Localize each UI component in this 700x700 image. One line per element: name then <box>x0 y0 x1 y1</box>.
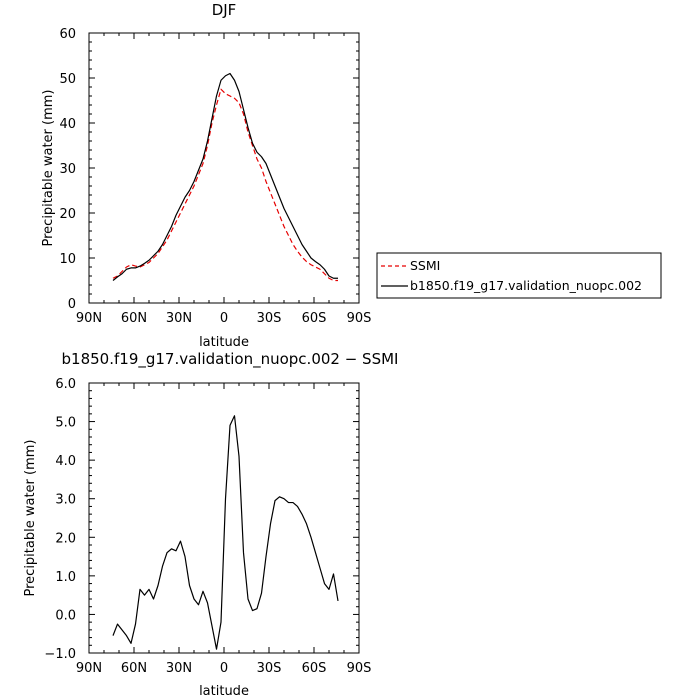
bottom-ytick-label: 1.0 <box>55 570 76 585</box>
bottom-ytick-label: 3.0 <box>55 493 76 508</box>
top-series-line-1 <box>112 72 338 281</box>
bottom-xtick-label: 90S <box>347 661 372 676</box>
top-xtick-label: 30N <box>166 311 192 326</box>
top-ytick-label: 50 <box>59 72 76 87</box>
bottom-chart-frame <box>88 382 360 654</box>
bottom-chart-series <box>112 415 339 650</box>
top-ytick-label: 10 <box>59 252 76 267</box>
bottom-xtick-label: 30S <box>257 661 282 676</box>
legend-label-model: b1850.f19_g17.validation_nuopc.002 <box>410 278 642 293</box>
bottom-ytick-label: 2.0 <box>55 531 76 546</box>
bottom-xtick-label: 30N <box>166 661 192 676</box>
bottom-chart-title: b1850.f19_g17.validation_nuopc.002 − SSM… <box>62 350 399 369</box>
top-chart-ylabel: Precipitable water (mm) <box>41 90 56 247</box>
top-xtick-label: 60S <box>302 311 327 326</box>
bottom-xtick-label: 60S <box>302 661 327 676</box>
top-chart-xlabel: latitude <box>199 335 249 350</box>
bottom-series-line-0 <box>112 415 339 650</box>
top-chart-frame <box>88 32 360 304</box>
top-xtick-label: 90N <box>76 311 102 326</box>
bottom-ytick-label: −1.0 <box>44 647 76 662</box>
bottom-ytick-label: 5.0 <box>55 416 76 431</box>
top-ytick-label: 20 <box>59 207 76 222</box>
bottom-ytick-label: 4.0 <box>55 454 76 469</box>
bottom-ytick-label: 0.0 <box>55 608 76 623</box>
legend-label-ssmi: SSMI <box>410 258 440 273</box>
top-chart-title: DJF <box>212 1 237 19</box>
top-xtick-label: 0 <box>220 311 228 326</box>
top-ytick-label: 0 <box>68 297 76 312</box>
top-ytick-label: 40 <box>59 117 76 132</box>
top-series-line-0 <box>112 88 338 282</box>
bottom-ytick-label: 6.0 <box>55 377 76 392</box>
bottom-chart-xlabel: latitude <box>199 684 249 699</box>
top-xtick-label: 90S <box>347 311 372 326</box>
bottom-xtick-label: 0 <box>220 661 228 676</box>
top-chart-ticks: 90N 60N 30N 0 30S 60S 90S 0 10 20 30 40 50 60 <box>59 27 371 326</box>
legend-box <box>376 252 662 299</box>
top-chart: DJF 90N 60N 30N 0 30S 60S 90S 0 10 20 30 40 50 60 lat… <box>41 1 371 350</box>
legend: SSMI b1850.f19_g17.validation_nuopc.002 <box>376 252 662 299</box>
top-ytick-label: 60 <box>59 27 76 42</box>
bottom-xtick-label: 90N <box>76 661 102 676</box>
top-chart-series <box>112 72 338 282</box>
bottom-chart-ylabel: Precipitable water (mm) <box>23 440 38 597</box>
bottom-xtick-label: 60N <box>121 661 147 676</box>
top-xtick-label: 30S <box>257 311 282 326</box>
top-xtick-label: 60N <box>121 311 147 326</box>
bottom-chart: b1850.f19_g17.validation_nuopc.002 − SSM… <box>23 350 398 699</box>
top-ytick-label: 30 <box>59 162 76 177</box>
bottom-chart-ticks: 90N 60N 30N 0 30S 60S 90S −1.0 0.0 1.0 2.0 3.0 4.0 5.… <box>44 377 371 676</box>
